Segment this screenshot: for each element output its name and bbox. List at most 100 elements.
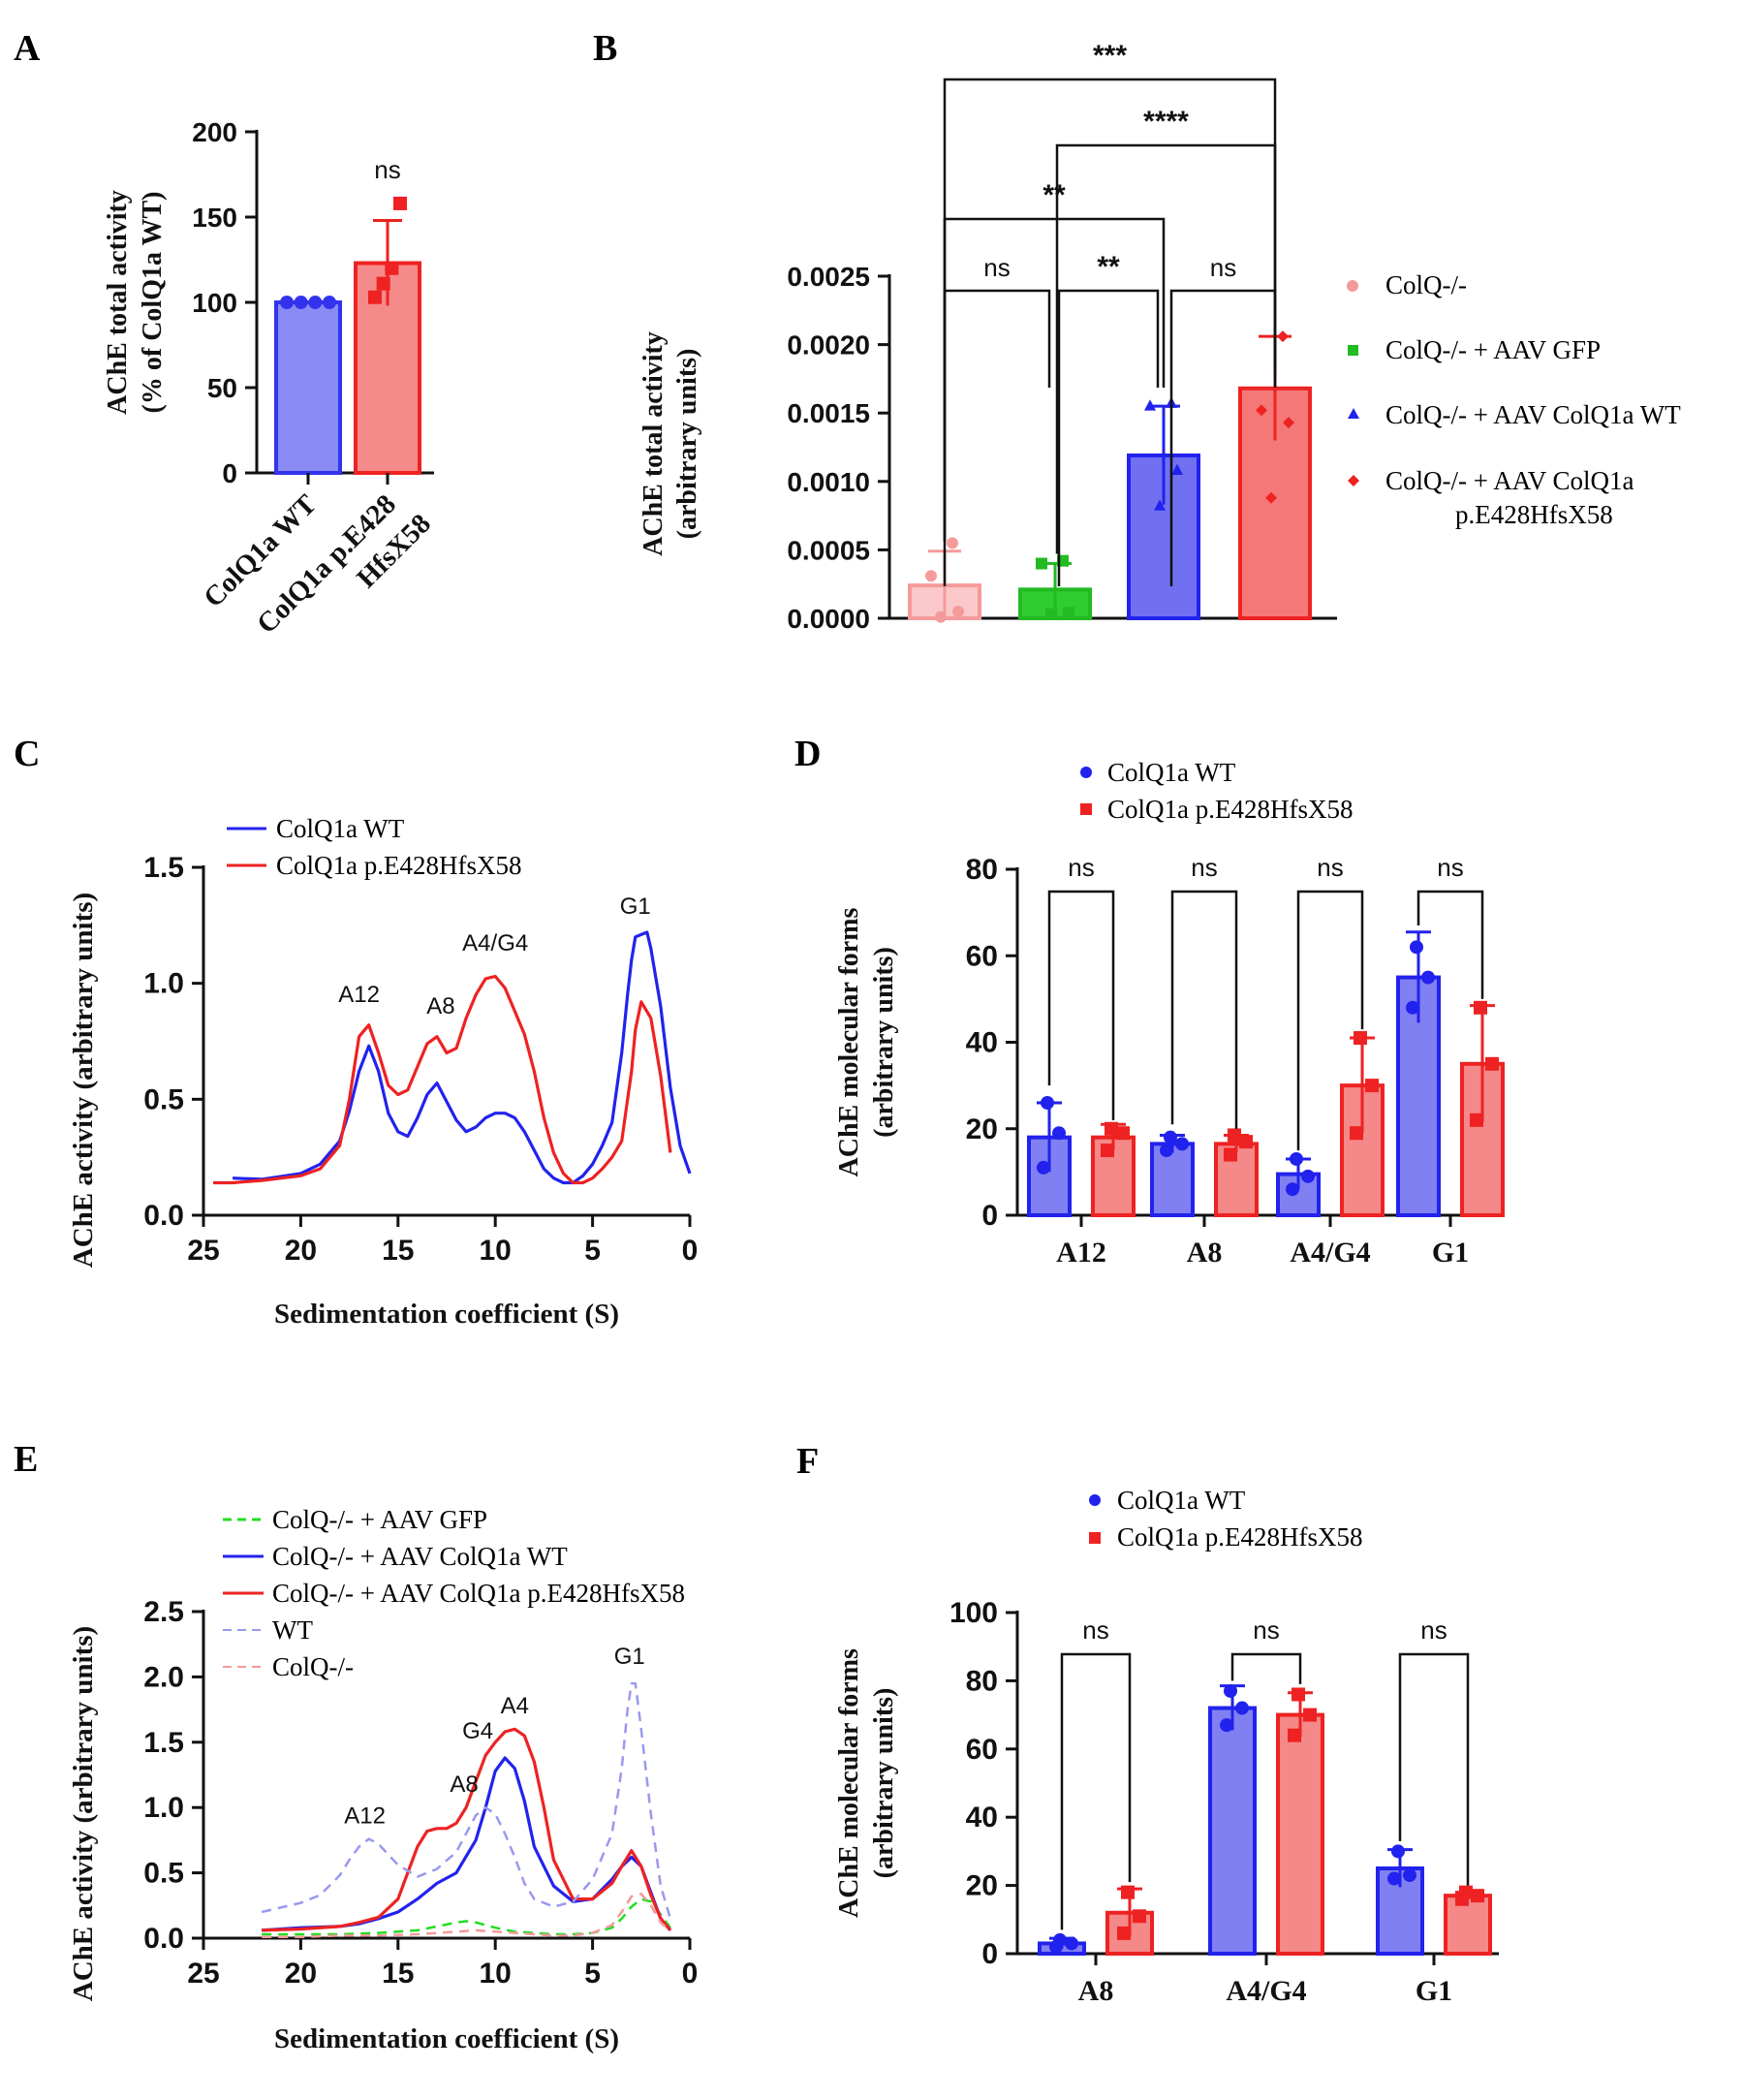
panel-label-d: D <box>794 734 821 774</box>
y-tick-label-b-4: 0.0020 <box>787 330 870 360</box>
point-f-0-1-1 <box>1133 1909 1146 1924</box>
y-axis-label-f-1: (arbitrary units) <box>869 1688 899 1879</box>
point-d-1-0-0 <box>1160 1144 1173 1158</box>
legend-d-marker-1 <box>1080 803 1092 815</box>
series-line-e-1 <box>262 1756 672 1932</box>
panel-label-f: F <box>796 1441 819 1482</box>
y-tick-label-a-4: 200 <box>192 117 237 147</box>
y-tick-label-d-2: 40 <box>966 1027 998 1059</box>
point-d-2-0-0 <box>1286 1182 1299 1197</box>
legend-f: ColQ1a WT ColQ1a p.E428HfsX58 <box>1089 1486 1362 1551</box>
panel-label-e: E <box>14 1439 38 1480</box>
point-b-0-0 <box>935 611 947 623</box>
bar-f-1-0 <box>1208 1706 1257 1957</box>
y-axis-label-b-0: AChE total activity <box>638 331 669 556</box>
point-d-1-0-2 <box>1164 1130 1177 1144</box>
y-tick-label-e-5: 2.5 <box>143 1596 184 1628</box>
x-tick-label-d-1: A8 <box>1187 1237 1223 1269</box>
point-a-0-3 <box>323 296 336 309</box>
legend-f-marker-0 <box>1089 1494 1101 1506</box>
point-f-1-0-2 <box>1224 1683 1237 1698</box>
x-tick-label-e-4: 5 <box>584 1958 601 1990</box>
x-tick-label-c-3: 10 <box>480 1235 512 1267</box>
x-tick-label-d-0: A12 <box>1056 1237 1106 1269</box>
y-tick-label-d-0: 0 <box>981 1200 998 1232</box>
point-d-2-0-1 <box>1301 1169 1315 1183</box>
y-tick-label-a-2: 100 <box>192 288 237 318</box>
x-tick-label-e-1: 20 <box>285 1958 317 1990</box>
point-d-2-1-2 <box>1354 1031 1367 1046</box>
point-f-2-1-2 <box>1459 1885 1473 1899</box>
point-b-0-2 <box>925 570 937 582</box>
sig-d-0: ns <box>1068 853 1094 882</box>
bar-a-0 <box>274 300 342 475</box>
point-f-1-1-1 <box>1303 1708 1317 1722</box>
legend-d: ColQ1a WT ColQ1a p.E428HfsX58 <box>1080 758 1353 824</box>
legend-b-label-0: ColQ-/- <box>1385 270 1467 299</box>
point-f-1-0-0 <box>1220 1718 1233 1733</box>
sig-b-1: ** <box>1097 251 1120 283</box>
panel-label-c: C <box>14 734 40 774</box>
y-tick-label-c-3: 1.5 <box>143 852 184 884</box>
bracket-f-1 <box>1230 1652 1302 1684</box>
y-tick-label-c-0: 0.0 <box>143 1200 184 1232</box>
y-tick-label-e-2: 1.0 <box>143 1792 184 1824</box>
x-tick-label-c-5: 0 <box>682 1235 699 1267</box>
point-b-3-0 <box>1265 491 1277 504</box>
point-d-0-1-2 <box>1105 1121 1118 1136</box>
y-tick-label-b-5: 0.0025 <box>787 262 870 292</box>
x-axis-label-e: Sedimentation coefficient (S) <box>274 2023 619 2054</box>
legend-b-marker-0 <box>1347 280 1358 292</box>
x-tick-label-c-2: 15 <box>382 1235 414 1267</box>
y-tick-label-b-3: 0.0015 <box>787 398 870 428</box>
x-tick-label-c-0: 25 <box>187 1235 219 1267</box>
legend-f-marker-1 <box>1089 1532 1101 1544</box>
y-tick-label-f-0: 0 <box>981 1938 998 1970</box>
point-d-3-1-1 <box>1485 1056 1499 1071</box>
y-tick-label-b-0: 0.0000 <box>787 604 870 634</box>
series-line-c-0 <box>233 930 692 1185</box>
y-axis-label-d-0: AChE molecular forms <box>834 907 864 1176</box>
y-tick-label-f-5: 100 <box>949 1597 998 1629</box>
point-f-2-0-0 <box>1387 1871 1401 1886</box>
sig-d-1: ns <box>1191 853 1217 882</box>
series-line-c-1 <box>213 974 672 1185</box>
point-a-0-1 <box>294 296 308 309</box>
legend-d-marker-0 <box>1080 767 1092 778</box>
legend-b-marker-2 <box>1348 408 1359 419</box>
y-tick-label-b-1: 0.0005 <box>787 535 870 565</box>
y-axis-label-d-1: (arbitrary units) <box>869 947 899 1138</box>
point-b-2-2 <box>1144 399 1156 411</box>
point-d-1-1-1 <box>1239 1135 1253 1149</box>
y-axis-label-f-0: AChE molecular forms <box>834 1648 864 1918</box>
peak-label-e-3: A4 <box>501 1693 529 1719</box>
legend-b-label-2: ColQ-/- + AAV ColQ1a WT <box>1385 400 1681 429</box>
peak-label-c-0: A12 <box>338 982 380 1008</box>
y-tick-label-c-2: 1.0 <box>143 968 184 1000</box>
point-a-0-2 <box>308 296 323 309</box>
bracket-f-0 <box>1060 1652 1132 1930</box>
sig-b-0: ns <box>983 253 1010 282</box>
point-a-0-0 <box>280 296 294 309</box>
y-tick-label-d-1: 20 <box>966 1113 998 1145</box>
legend-e-label-1: ColQ-/- + AAV ColQ1a WT <box>272 1542 568 1571</box>
y-axis-label-e: AChE activity (arbitrary units) <box>68 1626 99 2001</box>
point-f-0-1-2 <box>1121 1885 1135 1899</box>
sig-f-1: ns <box>1253 1615 1279 1645</box>
legend-c: ColQ1a WT ColQ1a p.E428HfsX58 <box>227 814 521 880</box>
sig-b-3: ** <box>1043 179 1066 211</box>
point-b-3-1 <box>1283 417 1294 429</box>
peak-label-e-1: A8 <box>450 1771 478 1798</box>
x-tick-label-c-1: 20 <box>285 1235 317 1267</box>
point-d-1-1-2 <box>1228 1128 1241 1143</box>
point-d-2-0-2 <box>1290 1151 1303 1166</box>
legend-c-label-1: ColQ1a p.E428HfsX58 <box>276 851 521 880</box>
y-tick-label-e-4: 2.0 <box>143 1661 184 1693</box>
bracket-f-2 <box>1398 1652 1470 1886</box>
legend-c-label-0: ColQ1a WT <box>276 814 405 843</box>
bracket-b-5 <box>943 78 1277 542</box>
point-d-0-1-1 <box>1116 1126 1130 1141</box>
bracket-d-2 <box>1296 890 1364 1151</box>
x-tick-label-c-4: 5 <box>584 1235 601 1267</box>
